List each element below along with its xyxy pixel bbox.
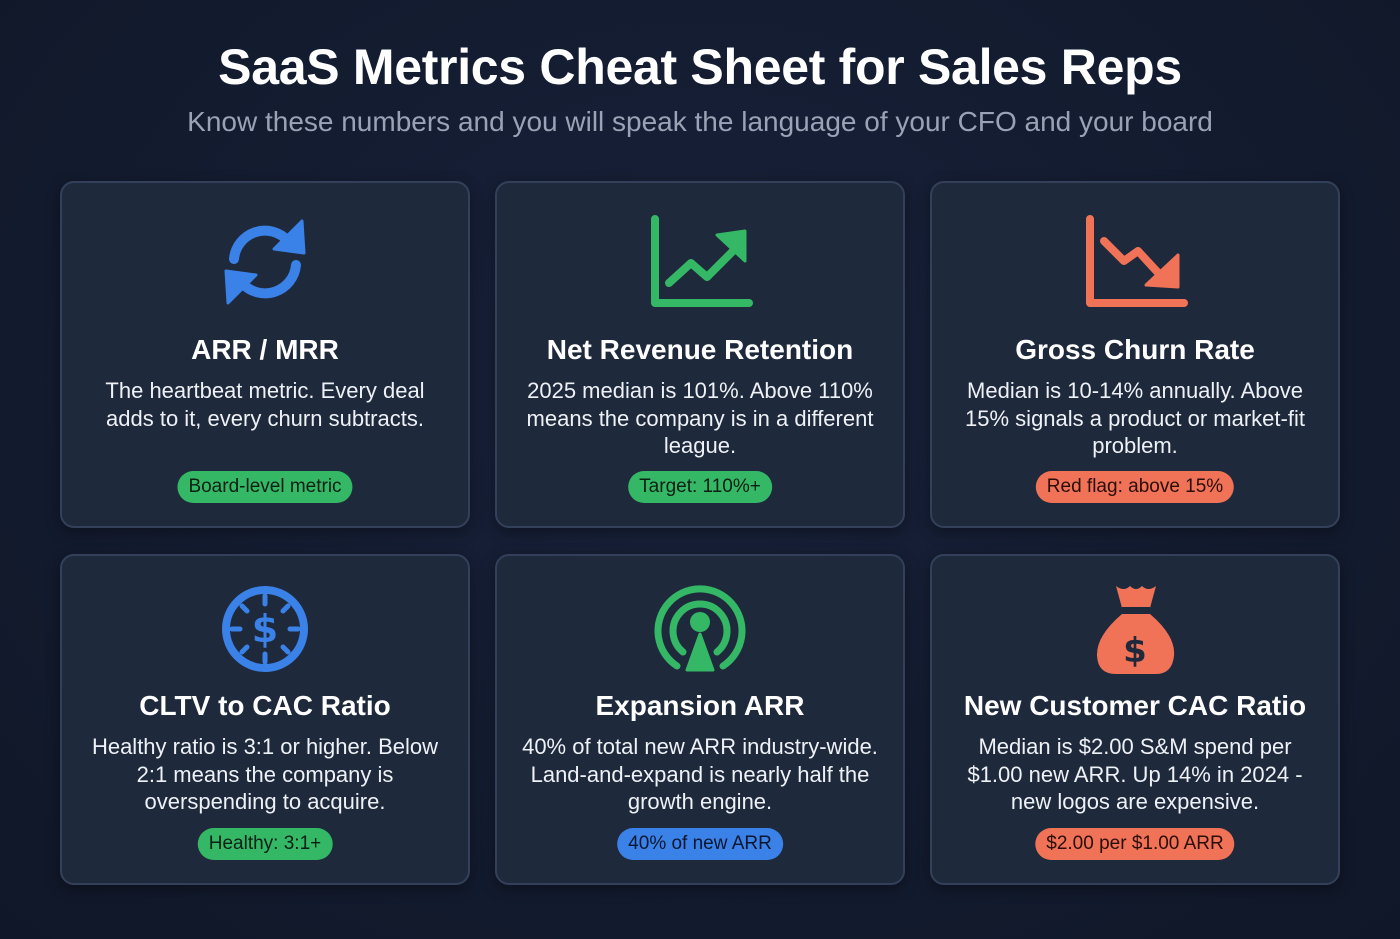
metric-card-cltv-cac-ratio: $ CLTV to CAC Ratio Healthy ratio is 3:1… xyxy=(60,554,470,885)
card-title: ARR / MRR xyxy=(191,334,339,365)
page-subtitle: Know these numbers and you will speak th… xyxy=(187,106,1213,137)
status-badge: Red flag: above 15% xyxy=(1035,471,1235,503)
svg-text:$: $ xyxy=(252,607,278,651)
page-title: SaaS Metrics Cheat Sheet for Sales Reps xyxy=(218,39,1182,95)
card-description: Healthy ratio is 3:1 or higher. Below 2:… xyxy=(91,734,439,814)
status-badge: Healthy: 3:1+ xyxy=(197,828,333,860)
status-badge: Board-level metric xyxy=(177,471,353,503)
card-title: Net Revenue Retention xyxy=(546,334,854,365)
trending-up-chart-icon xyxy=(645,207,755,317)
card-title: CLTV to CAC Ratio xyxy=(139,690,391,721)
svg-text:$: $ xyxy=(1123,631,1147,671)
metric-card-expansion-arr: Expansion ARR 40% of total new ARR indus… xyxy=(495,554,905,885)
status-badge: 40% of new ARR xyxy=(617,828,783,860)
dollar-dial-icon: $ xyxy=(210,574,320,684)
card-title: New Customer CAC Ratio xyxy=(963,690,1307,721)
card-title: Gross Churn Rate xyxy=(1015,334,1255,365)
refresh-cycle-icon xyxy=(210,207,320,317)
card-description: Median is $2.00 S&M spend per $1.00 new … xyxy=(967,734,1303,814)
metric-card-gross-churn-rate: Gross Churn Rate Median is 10-14% annual… xyxy=(930,181,1340,528)
broadcast-signal-icon xyxy=(645,574,755,684)
status-badge: Target: 110%+ xyxy=(628,471,772,503)
card-description: Median is 10-14% annually. Above 15% sig… xyxy=(965,378,1305,458)
card-description: 40% of total new ARR industry-wide. Land… xyxy=(522,734,878,814)
card-description: 2025 median is 101%. Above 110% means th… xyxy=(526,378,874,458)
status-badge: $2.00 per $1.00 ARR xyxy=(1035,828,1235,860)
metric-card-arr-mrr: ARR / MRR The heartbeat metric. Every de… xyxy=(60,181,470,528)
metric-card-new-customer-cac-ratio: $ New Customer CAC Ratio Median is $2.00… xyxy=(930,554,1340,885)
card-description: The heartbeat metric. Every deal adds to… xyxy=(105,378,425,431)
metric-card-net-revenue-retention: Net Revenue Retention 2025 median is 101… xyxy=(495,181,905,528)
money-bag-icon: $ xyxy=(1080,574,1190,684)
card-title: Expansion ARR xyxy=(595,690,805,721)
trending-down-chart-icon xyxy=(1080,207,1190,317)
